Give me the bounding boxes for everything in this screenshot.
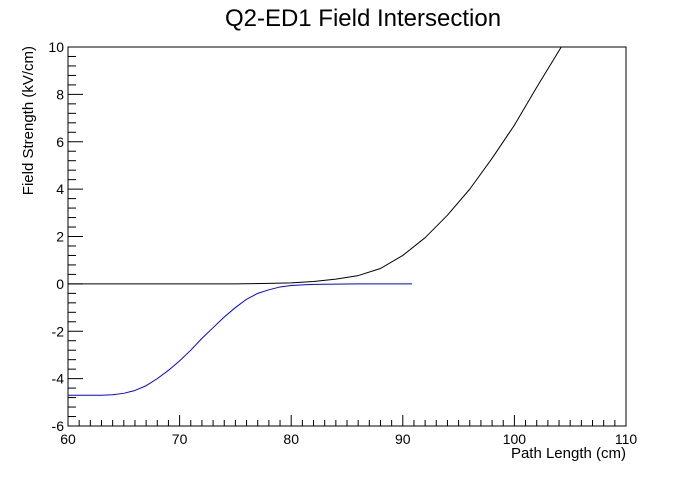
x-tick-label: 70 — [172, 431, 188, 447]
chart-title: Q2-ED1 Field Intersection — [225, 5, 501, 32]
x-tick-label: 80 — [283, 431, 299, 447]
series-line-black — [67, 46, 562, 285]
x-tick-label: 90 — [395, 431, 411, 447]
y-tick-label: 6 — [56, 134, 64, 150]
y-tick-label: -2 — [52, 323, 65, 339]
y-tick-label: -6 — [52, 418, 65, 434]
series-layer — [67, 46, 562, 396]
y-axis-ticks: -6 -4 -2 0 2 4 6 8 10 — [48, 39, 83, 434]
y-tick-label: 4 — [56, 181, 64, 197]
x-tick-label: 110 — [615, 431, 638, 447]
y-tick-label: 0 — [56, 276, 64, 292]
x-tick-label: 100 — [503, 431, 527, 447]
y-tick-label: 2 — [56, 229, 64, 245]
x-tick-label: 60 — [60, 431, 76, 447]
x-axis-label: Path Length (cm) — [511, 445, 626, 462]
y-tick-label: 10 — [48, 39, 64, 55]
y-tick-label: 8 — [56, 86, 64, 102]
series-line-blue — [67, 283, 413, 396]
y-axis-label: Field Strength (kV/cm) — [20, 46, 37, 195]
y-tick-label: -4 — [52, 371, 65, 387]
x-axis-ticks: 60 70 80 90 100 110 — [60, 415, 637, 447]
